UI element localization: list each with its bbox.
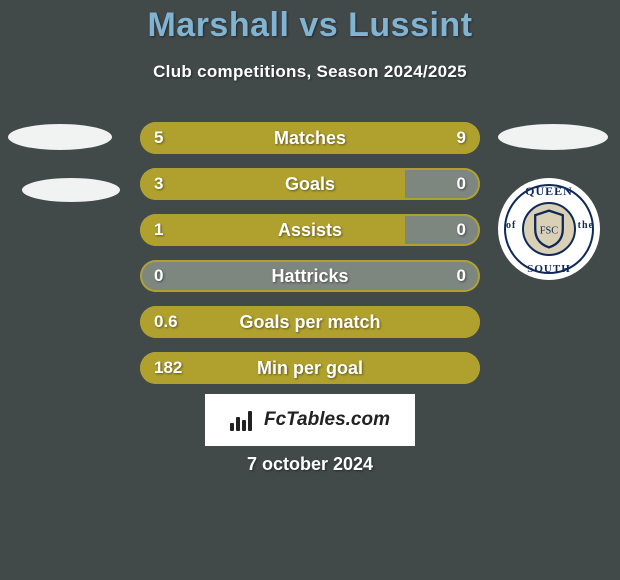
stat-bar-left-segment (140, 168, 405, 200)
stat-bar-left-value: 182 (154, 352, 182, 384)
stat-bar: Matches59 (140, 122, 480, 154)
stat-bar: Min per goal182 (140, 352, 480, 384)
stat-bar-left-value: 1 (154, 214, 163, 246)
barchart-icon (230, 409, 256, 431)
stat-bar-right-segment (261, 122, 480, 154)
stat-bar-left-value: 0.6 (154, 306, 178, 338)
stat-bar: Goals per match0.6 (140, 306, 480, 338)
page-title: Marshall vs Lussint (0, 6, 620, 45)
player-placeholder-ellipse (22, 178, 120, 202)
crest-text: the (578, 220, 594, 231)
stat-bar-right-segment (405, 168, 480, 200)
stat-bar-left-segment (140, 260, 310, 292)
stat-bar: Goals30 (140, 168, 480, 200)
fctables-text: FcTables.com (264, 409, 390, 431)
stat-bar-left-segment (140, 306, 480, 338)
stat-bar-left-segment (140, 352, 480, 384)
svg-text:FSC: FSC (540, 226, 559, 237)
stat-bar-right-value: 0 (457, 214, 466, 246)
stat-bar-left-segment (140, 214, 405, 246)
crest-shield-icon: FSC (526, 206, 572, 252)
crest-text: QUEEN (498, 184, 600, 199)
stat-bar-right-segment (310, 260, 480, 292)
stat-bar-left-value: 5 (154, 122, 163, 154)
stat-bar-right-segment (405, 214, 480, 246)
subtitle: Club competitions, Season 2024/2025 (0, 62, 620, 82)
stat-bar-right-value: 0 (457, 260, 466, 292)
stat-bar: Assists10 (140, 214, 480, 246)
fctables-badge: FcTables.com (205, 394, 415, 446)
club-crest-queen-of-the-south: FSC QUEEN SOUTH of the (498, 178, 600, 280)
crest-text: of (506, 220, 516, 231)
stat-bar-left-value: 3 (154, 168, 163, 200)
stat-bar-left-value: 0 (154, 260, 163, 292)
stat-bar: Hattricks00 (140, 260, 480, 292)
player-placeholder-ellipse (8, 124, 112, 150)
date-label: 7 october 2024 (0, 454, 620, 475)
crest-text: SOUTH (498, 263, 600, 275)
stat-bar-right-value: 0 (457, 168, 466, 200)
player-placeholder-ellipse (498, 124, 608, 150)
stat-bar-right-value: 9 (457, 122, 466, 154)
